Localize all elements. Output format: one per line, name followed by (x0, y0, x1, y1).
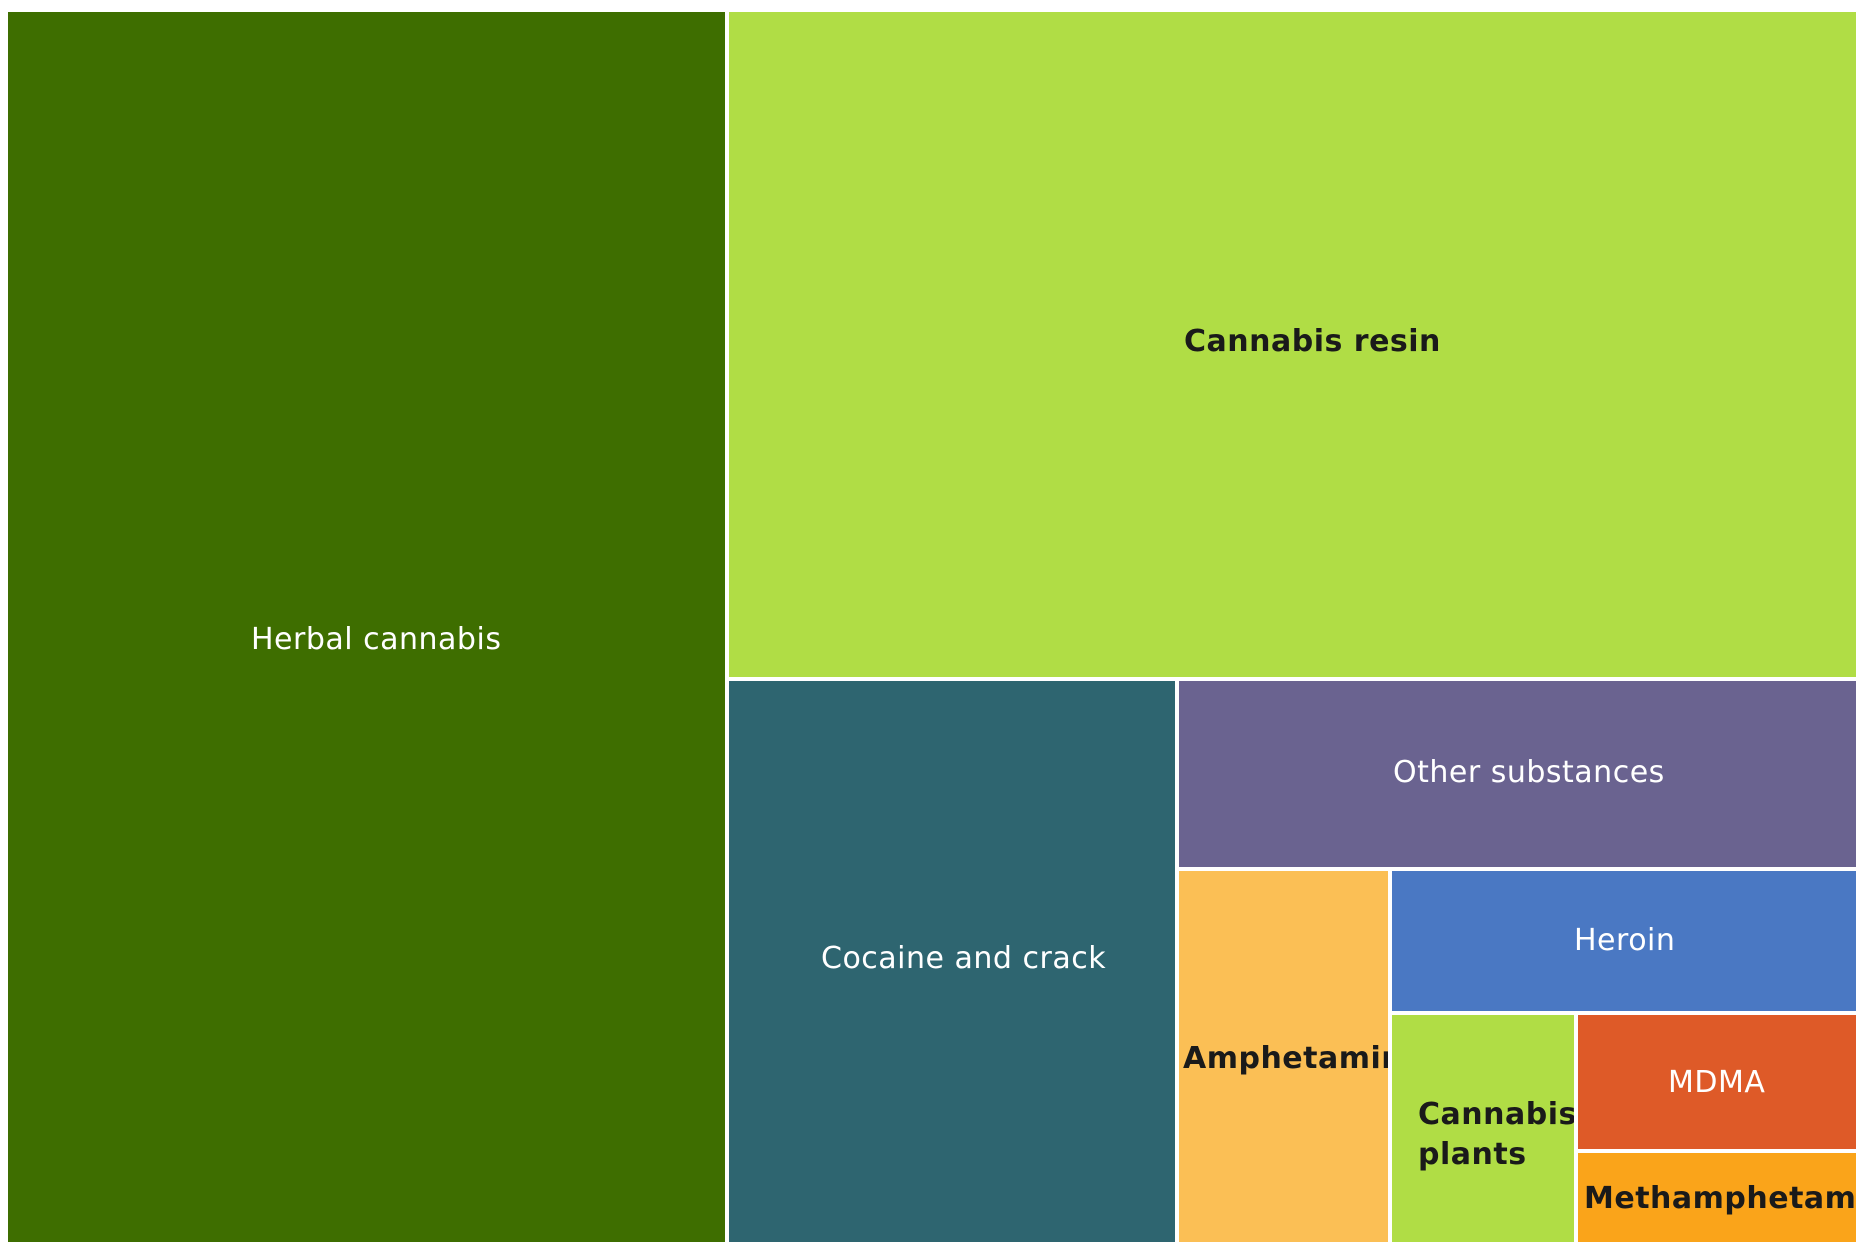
cell-heroin: Heroin (1392, 871, 1856, 1011)
label-herbal-cannabis: Herbal cannabis (251, 622, 502, 657)
label-mdma: MDMA (1668, 1065, 1766, 1100)
label-other-substances: Other substances (1393, 755, 1665, 790)
label-cannabis-resin: Cannabis resin (1184, 324, 1441, 359)
label-cannabis-plants-line-1: Cannabis (1418, 1097, 1574, 1132)
cell-methamphetamine: Methamphetamine (1578, 1153, 1856, 1242)
label-heroin: Heroin (1574, 923, 1676, 958)
cell-mdma: MDMA (1578, 1015, 1856, 1149)
label-methamphetamine: Methamphetamine (1584, 1181, 1856, 1216)
cell-cannabis-plants: Cannabis plants (1392, 1015, 1574, 1242)
cell-amphetamine: Amphetamine (1179, 871, 1388, 1242)
label-cannabis-plants-line-2: plants (1418, 1137, 1527, 1172)
cell-cocaine-and-crack: Cocaine and crack (729, 681, 1175, 1242)
cell-other-substances: Other substances (1179, 681, 1856, 867)
label-cocaine-and-crack: Cocaine and crack (821, 941, 1107, 976)
cell-cannabis-resin: Cannabis resin (729, 12, 1856, 677)
cell-herbal-cannabis: Herbal cannabis (8, 12, 725, 1242)
label-amphetamine: Amphetamine (1183, 1041, 1388, 1076)
